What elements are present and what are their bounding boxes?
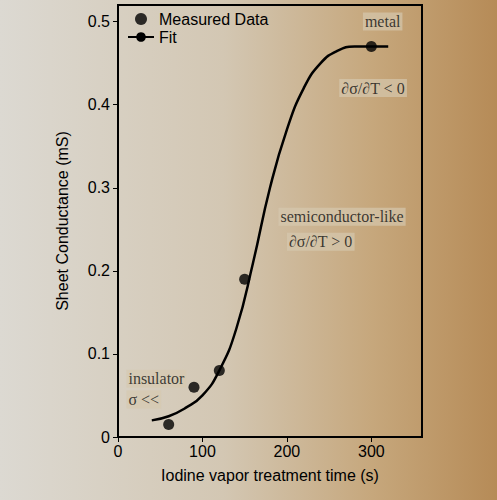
- svg-text:Iodine vapor treatment time (s: Iodine vapor treatment time (s): [161, 467, 379, 484]
- svg-text:0: 0: [101, 429, 110, 446]
- svg-text:0.4: 0.4: [88, 96, 110, 113]
- svg-text:Measured Data: Measured Data: [159, 11, 268, 28]
- svg-text:∂σ/∂T > 0: ∂σ/∂T > 0: [289, 233, 352, 250]
- svg-text:100: 100: [189, 443, 216, 460]
- svg-text:semiconductor-like: semiconductor-like: [280, 208, 403, 225]
- svg-text:0.1: 0.1: [88, 345, 110, 362]
- svg-text:∂σ/∂T < 0: ∂σ/∂T < 0: [341, 80, 404, 97]
- svg-text:0.3: 0.3: [88, 179, 110, 196]
- svg-text:200: 200: [274, 443, 301, 460]
- svg-text:300: 300: [358, 443, 385, 460]
- svg-text:Sheet Conductance (mS): Sheet Conductance (mS): [54, 131, 71, 311]
- svg-text:0.2: 0.2: [88, 262, 110, 279]
- svg-text:0.5: 0.5: [88, 13, 110, 30]
- svg-text:metal: metal: [365, 13, 401, 30]
- svg-text:σ <<: σ <<: [128, 391, 159, 408]
- svg-text:insulator: insulator: [128, 370, 185, 387]
- svg-text:Fit: Fit: [159, 29, 177, 46]
- svg-text:0: 0: [114, 443, 123, 460]
